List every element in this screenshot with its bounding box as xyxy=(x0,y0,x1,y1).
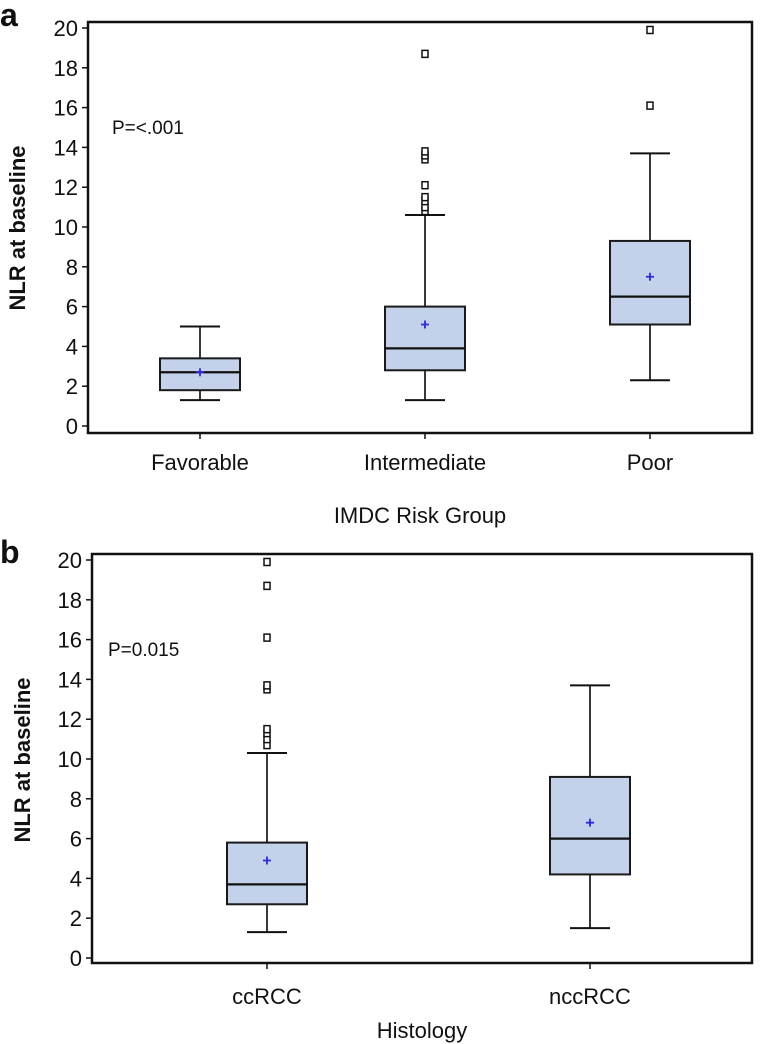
y-tick-label: 18 xyxy=(54,56,78,81)
mean-marker xyxy=(196,368,204,377)
y-tick-label: 14 xyxy=(54,135,78,160)
panel-a: a 0 2 4 6 8 10 12 14 16 18 20 NLR at baseline IMDC Ri… xyxy=(0,0,754,528)
y-axis-label: NLR at baseline xyxy=(10,677,35,842)
outlier-point xyxy=(263,633,271,642)
x-tick-label: nccRCC xyxy=(549,984,631,1009)
outlier-point xyxy=(421,192,429,202)
y-tick-label: 12 xyxy=(54,175,78,200)
x-axis-label: Histology xyxy=(377,1018,467,1043)
panel-label: b xyxy=(0,534,20,570)
outlier-point xyxy=(421,147,429,156)
mean-marker xyxy=(646,272,654,281)
box-intermediate xyxy=(384,49,466,402)
mean-marker xyxy=(586,818,594,827)
outlier-point xyxy=(263,724,271,734)
y-tick-label: 4 xyxy=(66,334,78,359)
x-tick-label: ccRCC xyxy=(232,984,302,1009)
outlier-point xyxy=(263,557,271,567)
y-tick-label: 2 xyxy=(66,374,78,399)
box-nccrcc xyxy=(549,684,631,930)
y-axis-label: NLR at baseline xyxy=(5,145,30,310)
y-tick-label: 6 xyxy=(70,827,82,852)
mean-marker xyxy=(421,320,429,329)
y-tick-label: 0 xyxy=(70,946,82,971)
y-tick-label: 8 xyxy=(66,255,78,280)
y-tick-label: 10 xyxy=(58,747,82,772)
y-tick-label: 14 xyxy=(58,667,82,692)
y-tick-label: 16 xyxy=(58,628,82,653)
outlier-point xyxy=(263,681,271,690)
outlier-point xyxy=(646,25,654,35)
x-tick-label: Intermediate xyxy=(364,450,486,475)
y-tick-label: 20 xyxy=(54,16,78,41)
y-tick-label: 16 xyxy=(54,96,78,121)
outlier-point xyxy=(421,49,429,59)
iqr-box xyxy=(226,841,308,906)
panel-label: a xyxy=(0,0,18,33)
outlier-point xyxy=(421,180,429,190)
x-tick-label: Favorable xyxy=(151,450,249,475)
p-value-annotation: P=<.001 xyxy=(112,118,184,139)
box-ccrcc xyxy=(226,557,308,934)
y-tick-label: 4 xyxy=(70,866,82,891)
y-tick-label: 18 xyxy=(58,588,82,613)
y-tick-label: 20 xyxy=(58,548,82,573)
plot-frame xyxy=(90,552,754,965)
panel-b: b 0 2 4 6 8 10 12 14 16 18 20 NLR at baseline Histolo… xyxy=(0,534,754,1043)
y-tick-label: 10 xyxy=(54,215,78,240)
box-favorable xyxy=(159,325,241,402)
mean-marker xyxy=(263,856,271,865)
y-tick-label: 12 xyxy=(58,707,82,732)
iqr-box xyxy=(609,239,691,326)
outlier-point xyxy=(646,101,654,110)
p-value-annotation: P=0.015 xyxy=(108,640,179,661)
x-axis-label: IMDC Risk Group xyxy=(334,503,506,528)
y-tick-label: 8 xyxy=(70,787,82,812)
y-tick-label: 6 xyxy=(66,295,78,320)
x-tick-label: Poor xyxy=(627,450,673,475)
outlier-point xyxy=(263,581,271,591)
y-tick-label: 2 xyxy=(70,906,82,931)
box-poor xyxy=(609,25,691,382)
y-tick-label: 0 xyxy=(66,414,78,439)
iqr-box xyxy=(384,305,466,372)
